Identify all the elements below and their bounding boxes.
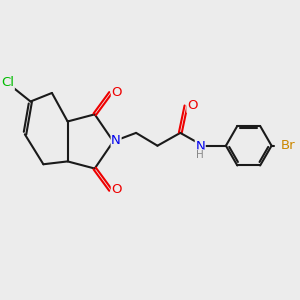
Text: H: H	[196, 150, 204, 160]
Text: Br: Br	[280, 139, 295, 152]
Text: O: O	[111, 183, 122, 196]
Text: N: N	[195, 140, 205, 153]
Text: O: O	[111, 86, 122, 100]
Text: N: N	[111, 134, 121, 146]
Text: Cl: Cl	[1, 76, 14, 89]
Text: O: O	[187, 99, 197, 112]
